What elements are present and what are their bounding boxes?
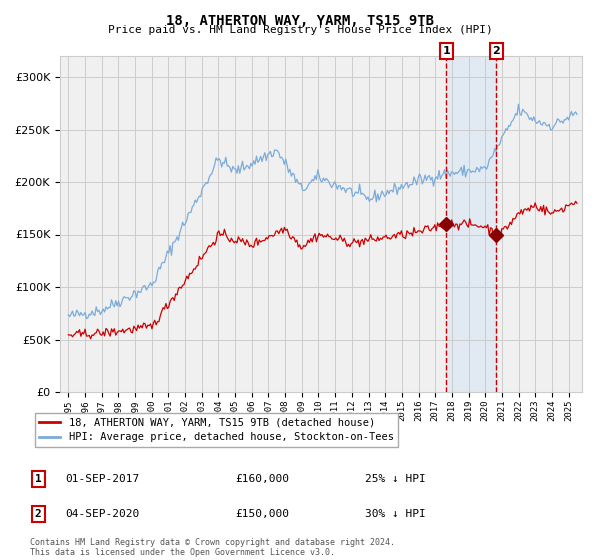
Text: 2: 2	[35, 509, 41, 519]
Text: 2: 2	[493, 46, 500, 56]
Text: 18, ATHERTON WAY, YARM, TS15 9TB: 18, ATHERTON WAY, YARM, TS15 9TB	[166, 14, 434, 28]
Text: 04-SEP-2020: 04-SEP-2020	[65, 509, 139, 519]
Text: 01-SEP-2017: 01-SEP-2017	[65, 474, 139, 484]
Text: 25% ↓ HPI: 25% ↓ HPI	[365, 474, 425, 484]
Text: 1: 1	[443, 46, 450, 56]
Text: 30% ↓ HPI: 30% ↓ HPI	[365, 509, 425, 519]
Text: 1: 1	[35, 474, 41, 484]
Legend: 18, ATHERTON WAY, YARM, TS15 9TB (detached house), HPI: Average price, detached : 18, ATHERTON WAY, YARM, TS15 9TB (detach…	[35, 413, 398, 446]
Text: Price paid vs. HM Land Registry's House Price Index (HPI): Price paid vs. HM Land Registry's House …	[107, 25, 493, 35]
Text: £150,000: £150,000	[235, 509, 289, 519]
Text: Contains HM Land Registry data © Crown copyright and database right 2024.
This d: Contains HM Land Registry data © Crown c…	[30, 538, 395, 557]
Bar	[446, 56, 496, 392]
Text: £160,000: £160,000	[235, 474, 289, 484]
